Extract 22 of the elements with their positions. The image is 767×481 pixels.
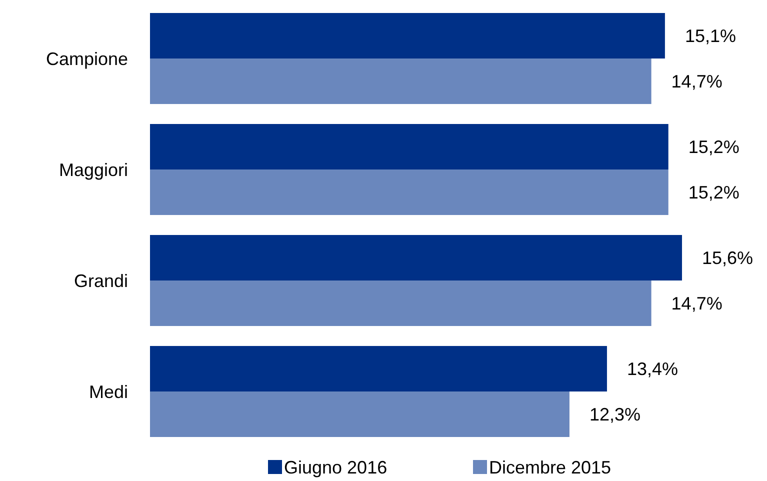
data-label: 15,6% — [702, 248, 754, 268]
data-label: 13,4% — [626, 359, 678, 380]
bar — [150, 391, 570, 437]
data-label: 12,3% — [589, 404, 641, 425]
data-label: 14,7% — [671, 72, 722, 92]
bar — [150, 13, 665, 59]
y-tick-label: Maggiori — [58, 160, 128, 180]
y-tick-label: Grandi — [74, 270, 128, 291]
y-tick-label: Campione — [46, 48, 128, 69]
y-tick-label: Medi — [88, 382, 128, 402]
bar — [150, 280, 652, 326]
data-label: 15,1% — [684, 26, 736, 46]
data-label: 15,2% — [688, 182, 740, 203]
bar — [150, 124, 668, 170]
bar — [150, 346, 607, 392]
data-label: 14,7% — [671, 294, 722, 314]
bar — [150, 58, 652, 104]
legend-label: Giugno 2016 — [284, 457, 388, 478]
bar — [150, 170, 668, 216]
bar — [150, 234, 682, 280]
legend-label: Dicembre 2015 — [489, 457, 612, 478]
data-label: 15,2% — [688, 137, 740, 158]
